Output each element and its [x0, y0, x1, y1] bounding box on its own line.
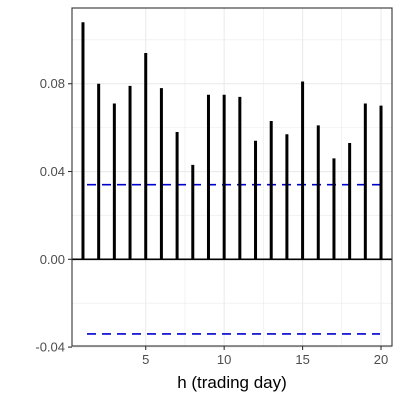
x-axis-title: h (trading day)	[177, 373, 287, 392]
y-tick-label: 0.04	[40, 164, 65, 179]
x-tick-label: 10	[217, 352, 231, 367]
grid-layer	[72, 8, 392, 348]
bars-layer	[81, 22, 383, 260]
confidence-bounds-layer	[87, 183, 380, 335]
y-tick-label: 0.08	[40, 76, 65, 91]
panel-border	[71, 7, 393, 347]
x-tick-label: 20	[374, 352, 388, 367]
x-tick-label: 5	[142, 352, 149, 367]
y-tick-label: 0.00	[40, 252, 65, 267]
axes-layer: -0.04 0.00 0.04 0.08 5 10 15 20	[35, 76, 388, 367]
y-tick-label: -0.04	[35, 340, 65, 355]
x-tick-label: 15	[295, 352, 309, 367]
